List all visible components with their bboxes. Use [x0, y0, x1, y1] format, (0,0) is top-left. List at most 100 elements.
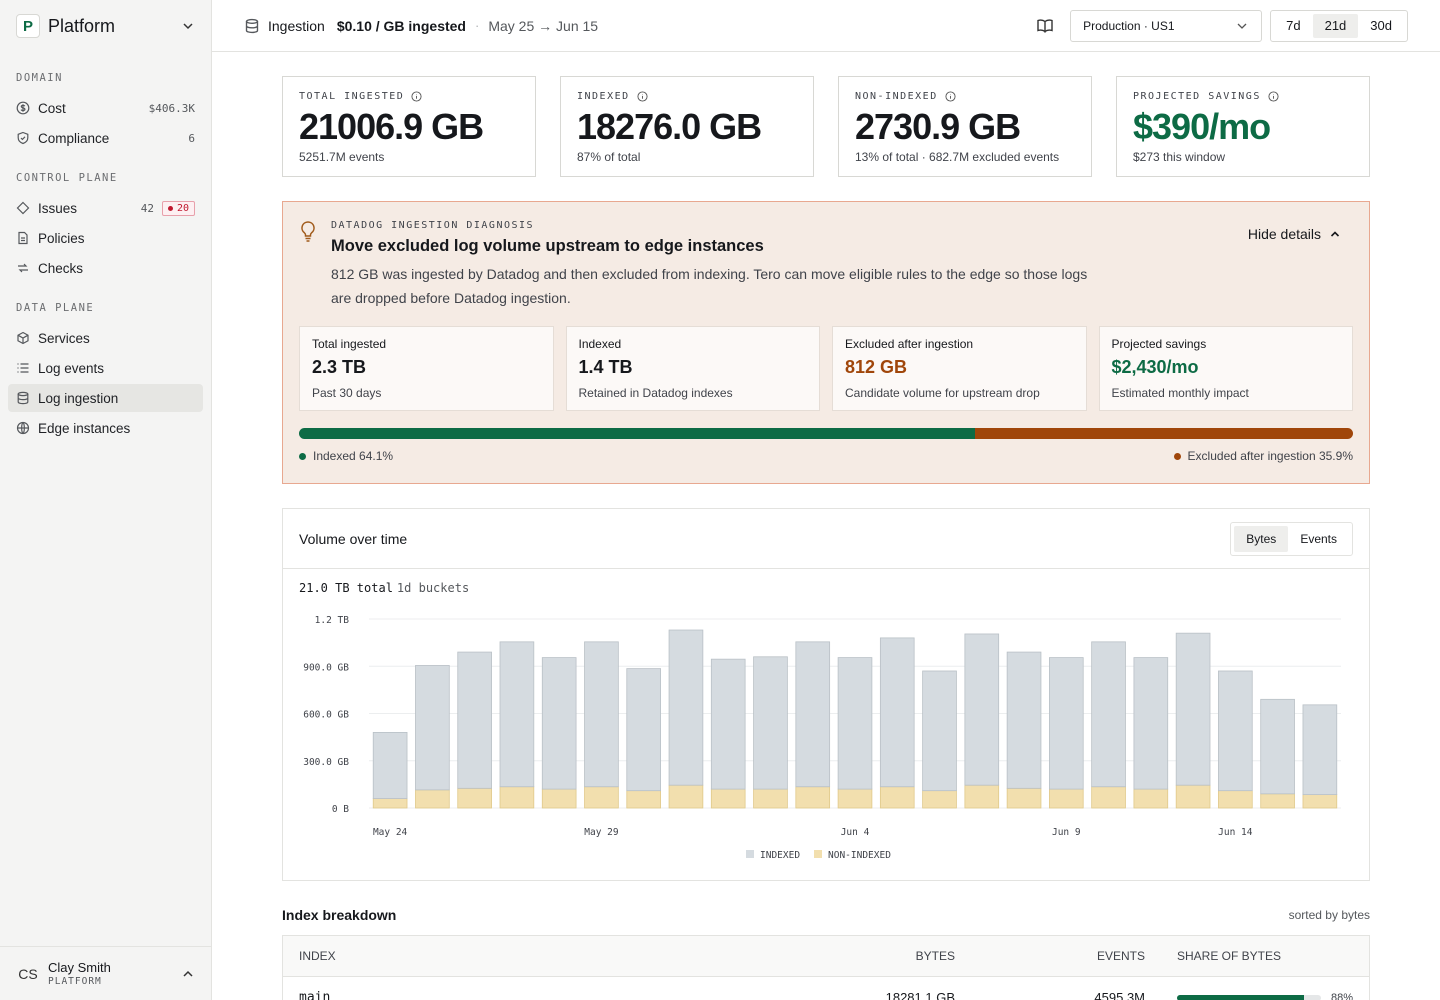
chart-title: Volume over time — [299, 530, 408, 547]
compliance-count: 6 — [188, 131, 195, 145]
index-share: 88% — [1145, 992, 1353, 1000]
diagnosis-card-savings: Projected savings $2,430/mo Estimated mo… — [1098, 326, 1353, 411]
chevron-up-icon — [1330, 231, 1340, 237]
diagnosis-card-excluded: Excluded after ingestion 812 GB Candidat… — [832, 326, 1087, 411]
bar-non-indexed — [668, 784, 704, 809]
period-21d[interactable]: 21d — [1312, 13, 1359, 38]
alert-dot-icon — [167, 205, 173, 211]
kpi-total-ingested: TOTAL INGESTED 21006.9 GB 5251.7M events — [282, 76, 536, 177]
info-icon[interactable] — [637, 91, 648, 102]
share-bar — [1177, 994, 1321, 1000]
kpi-sub: $273 this window — [1133, 150, 1226, 164]
period-30d[interactable]: 30d — [1370, 18, 1392, 33]
book-icon[interactable] — [1036, 17, 1054, 35]
sidebar-item-policies[interactable]: Policies — [8, 224, 203, 252]
kpi-value: 21006.9 GB — [299, 106, 484, 147]
user-org: PLATFORM — [48, 976, 102, 987]
card-value: 812 GB — [845, 357, 908, 377]
globe-icon — [16, 421, 30, 435]
environment-select[interactable]: Production · US1 — [1070, 9, 1263, 42]
sidebar-item-edge-instances[interactable]: Edge instances — [8, 414, 203, 442]
diagnosis-title: Move excluded log volume upstream to edg… — [331, 237, 764, 255]
sidebar-item-label: Cost — [38, 100, 66, 116]
index-breakdown-header: Index breakdown sorted by bytes — [282, 907, 1370, 923]
legend-excluded: Excluded after ingestion 35.9% — [1173, 449, 1353, 463]
indexed-split-bar — [299, 428, 1353, 439]
card-sub: Candidate volume for upstream drop — [845, 386, 1040, 400]
topbar: Ingestion $0.10 / GB ingested · May 25 →… — [212, 0, 1440, 52]
hide-details-button[interactable]: Hide details — [1248, 226, 1341, 242]
sidebar-item-cost[interactable]: Cost $406.3K — [8, 94, 203, 122]
nav-section-data-plane: DATA PLANE Services Log events Log inges… — [0, 302, 211, 442]
bar-non-indexed — [372, 798, 408, 809]
nav-section-control-plane: CONTROL PLANE Issues 42 20 Policies Chec… — [0, 172, 211, 282]
card-label: Indexed — [578, 337, 622, 351]
y-tick-label: 600.0 GB — [303, 710, 349, 721]
toggle-bytes[interactable]: Bytes — [1234, 525, 1289, 552]
kpi-row: TOTAL INGESTED 21006.9 GB 5251.7M events… — [282, 76, 1370, 177]
legend-swatch — [746, 850, 754, 858]
x-tick-label: Jun 14 — [1218, 827, 1253, 838]
index-table: INDEX BYTES EVENTS SHARE OF BYTES main 1… — [282, 935, 1370, 1000]
document-icon — [18, 231, 28, 245]
diagnosis-card-indexed: Indexed 1.4 TB Retained in Datadog index… — [565, 326, 820, 411]
index-name: main — [299, 990, 331, 1000]
share-pct: 88% — [1330, 991, 1353, 1000]
bar-indexed — [1133, 657, 1169, 790]
bar-indexed — [1218, 670, 1253, 792]
column-header-bytes[interactable]: BYTES — [915, 949, 955, 963]
period-7d[interactable]: 7d — [1286, 18, 1301, 33]
legend-dot-icon — [299, 452, 306, 460]
kpi-label-text: PROJECTED SAVINGS — [1133, 91, 1261, 102]
bar-indexed — [626, 668, 661, 792]
card-label: Total ingested — [312, 337, 387, 351]
split-indexed-segment — [299, 428, 975, 439]
table-row[interactable]: main 18281.1 GB 4595.3M 88% — [283, 977, 1369, 1000]
user-menu[interactable]: CS Clay Smith PLATFORM — [0, 946, 211, 1000]
ingestion-price: $0.10 / GB ingested — [336, 17, 466, 34]
kpi-label: TOTAL INGESTED — [299, 91, 519, 102]
toggle-events[interactable]: Events — [1300, 531, 1337, 546]
card-sub: Estimated monthly impact — [1111, 386, 1249, 400]
kpi-sub: 5251.7M events — [299, 150, 385, 164]
column-header-events[interactable]: EVENTS — [1096, 949, 1145, 963]
sidebar-item-compliance[interactable]: Compliance 6 — [8, 124, 203, 152]
sidebar-item-checks[interactable]: Checks — [8, 254, 203, 282]
bar-non-indexed — [964, 784, 1000, 809]
info-icon[interactable] — [411, 91, 422, 102]
diagnosis-panel: DATADOG INGESTION DIAGNOSIS Move exclude… — [282, 201, 1370, 484]
sidebar-item-label: Log events — [38, 360, 105, 376]
workspace-switcher[interactable]: P Platform — [0, 0, 211, 52]
bar-indexed — [415, 665, 450, 791]
card-label: Excluded after ingestion — [845, 337, 974, 351]
diagnosis-header: DATADOG INGESTION DIAGNOSIS Move exclude… — [299, 218, 1353, 310]
avatar: CS — [18, 965, 38, 982]
database-icon — [17, 391, 29, 405]
column-header-share[interactable]: SHARE OF BYTES — [1177, 949, 1282, 963]
info-icon[interactable] — [1268, 91, 1279, 102]
card-sub: Past 30 days — [312, 386, 382, 400]
bar-indexed — [710, 658, 746, 790]
diagnosis-cards: Total ingested 2.3 TB Past 30 days Index… — [299, 326, 1353, 411]
table-header: INDEX BYTES EVENTS SHARE OF BYTES — [283, 936, 1369, 977]
bar-indexed — [922, 670, 957, 792]
sidebar: P Platform DOMAIN Cost $406.3K Complianc… — [0, 0, 212, 1000]
card-sub: Retained in Datadog indexes — [578, 386, 733, 400]
y-tick-label: 900.0 GB — [303, 662, 349, 673]
bar-non-indexed — [626, 790, 661, 809]
column-header-index[interactable]: INDEX — [299, 949, 336, 963]
kpi-value: $390/mo — [1133, 106, 1271, 147]
cycle-icon — [18, 263, 28, 273]
sidebar-item-label: Services — [38, 330, 90, 346]
bar-indexed — [1049, 657, 1084, 790]
cost-total: $406.3K — [148, 101, 195, 115]
sidebar-item-services[interactable]: Services — [8, 324, 203, 352]
chart-bucket: 1d buckets — [396, 581, 470, 595]
info-icon[interactable] — [945, 91, 956, 102]
section-label: DATA PLANE — [16, 302, 95, 314]
sidebar-item-log-ingestion[interactable]: Log ingestion — [8, 384, 203, 412]
kpi-label: INDEXED — [577, 91, 797, 102]
index-sort: sorted by bytes — [1288, 908, 1370, 922]
sidebar-item-issues[interactable]: Issues 42 20 — [8, 194, 203, 222]
sidebar-item-log-events[interactable]: Log events — [8, 354, 203, 382]
